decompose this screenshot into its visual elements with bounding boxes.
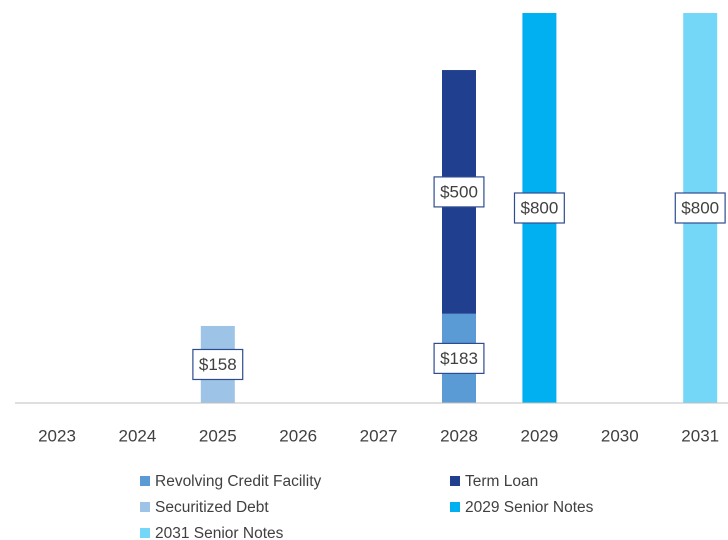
legend-swatch xyxy=(450,502,460,512)
x-tick-label: 2026 xyxy=(279,426,317,445)
data-label-text: $183 xyxy=(440,349,478,368)
x-tick-label: 2024 xyxy=(118,426,156,445)
legend-label: Securitized Debt xyxy=(155,499,269,516)
data-label-text: $500 xyxy=(440,182,478,201)
x-tick-label: 2029 xyxy=(520,426,558,445)
legend-label: Revolving Credit Facility xyxy=(155,473,321,490)
legend-swatch xyxy=(140,502,150,512)
legend-label: Term Loan xyxy=(465,473,538,490)
data-label-box xyxy=(513,192,565,224)
legend-swatch xyxy=(140,476,150,486)
data-label: $800 xyxy=(513,192,565,224)
data-label-text: $800 xyxy=(681,198,719,217)
legend-label: 2031 Senior Notes xyxy=(155,525,284,540)
data-label: $500 xyxy=(433,176,485,208)
legend-swatch xyxy=(140,528,150,538)
data-label-box xyxy=(674,192,726,224)
legend-label: 2029 Senior Notes xyxy=(465,499,594,516)
data-label: $183 xyxy=(433,342,485,374)
data-label-text: $800 xyxy=(520,198,558,217)
data-label: $158 xyxy=(192,348,244,381)
x-tick-label: 2023 xyxy=(38,426,76,445)
x-tick-label: 2030 xyxy=(601,426,639,445)
data-label-box xyxy=(433,342,485,374)
data-label-box xyxy=(433,176,485,208)
x-tick-label: 2031 xyxy=(681,426,719,445)
x-tick-label: 2027 xyxy=(360,426,398,445)
x-tick-label: 2025 xyxy=(199,426,237,445)
data-label-box xyxy=(192,348,244,381)
data-label-text: $158 xyxy=(199,355,237,374)
x-tick-label: 2028 xyxy=(440,426,478,445)
legend-swatch xyxy=(450,476,460,486)
data-label: $800 xyxy=(674,192,726,224)
